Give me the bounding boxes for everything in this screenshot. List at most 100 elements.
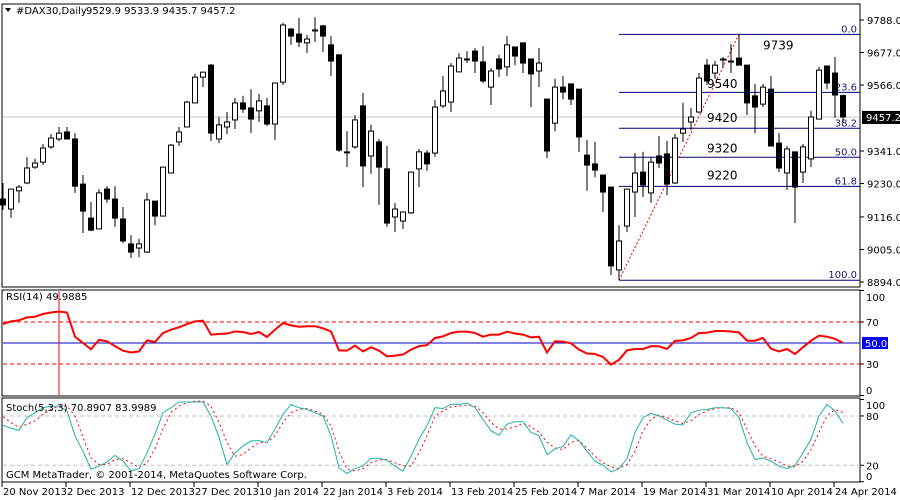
candle-body xyxy=(704,64,710,82)
candle-body xyxy=(776,142,782,169)
candle-body xyxy=(512,46,518,57)
rsi-line xyxy=(2,310,844,366)
candle-body xyxy=(80,183,86,212)
price-tick-label: 9230.0 xyxy=(867,180,900,191)
candle-body xyxy=(744,64,750,104)
candle-body xyxy=(264,105,270,125)
candle xyxy=(360,92,366,188)
date-tick-label: 20 Nov 2013 xyxy=(3,487,67,498)
fib-level-label: 100.0 xyxy=(828,270,857,281)
candle-body xyxy=(320,25,326,37)
candle xyxy=(328,36,334,76)
candle-body xyxy=(640,171,646,186)
candle xyxy=(768,75,774,147)
candle-body xyxy=(208,64,214,134)
fib-level-label: 50.0 xyxy=(835,147,857,158)
candle xyxy=(344,131,350,168)
candle xyxy=(248,89,254,134)
candle-body xyxy=(408,171,414,214)
candle xyxy=(536,48,542,88)
candle-body xyxy=(648,161,654,194)
candle-body xyxy=(184,101,190,128)
candle xyxy=(464,51,470,64)
candle xyxy=(352,114,358,149)
candle-body xyxy=(472,50,478,62)
candle-body xyxy=(416,151,422,170)
candle xyxy=(712,61,718,79)
candle-body xyxy=(840,95,846,118)
current-price-box xyxy=(862,110,900,124)
candle-body xyxy=(200,71,206,78)
candle-body xyxy=(456,57,462,73)
candle-body xyxy=(384,168,390,224)
candle xyxy=(120,206,126,244)
candle xyxy=(256,93,262,122)
price-tick-label: 9566.0 xyxy=(867,81,900,92)
candle xyxy=(520,42,526,74)
rsi-tick-label: 0 xyxy=(866,386,872,397)
stoch-signal-line xyxy=(2,400,844,472)
candle-body xyxy=(240,102,246,110)
date-tick-label: 10 Jan 2014 xyxy=(259,487,319,498)
candle-body xyxy=(672,137,678,184)
candle xyxy=(648,156,654,203)
date-tick-label: 25 Feb 2014 xyxy=(515,487,577,498)
candle xyxy=(288,27,294,45)
rsi-tick-label: 30 xyxy=(866,360,879,371)
candle-body xyxy=(120,218,126,242)
candle xyxy=(472,48,478,74)
candle-body xyxy=(152,200,158,217)
candle-body xyxy=(312,29,318,32)
stoch-tick-label: 0 xyxy=(866,472,872,483)
candle-body xyxy=(552,86,558,124)
candle xyxy=(128,235,134,258)
rsi-layer xyxy=(2,291,860,395)
date-tick-label: 12 Dec 2013 xyxy=(131,487,195,498)
candle-body xyxy=(680,128,686,134)
rsi-title: RSI(14) 49.9885 xyxy=(6,292,87,303)
candle xyxy=(784,146,790,190)
candle xyxy=(704,58,710,86)
candle-body xyxy=(16,186,22,192)
candle xyxy=(400,211,406,229)
candle xyxy=(200,71,206,88)
candle-body xyxy=(64,131,70,140)
candle xyxy=(144,192,150,253)
candle xyxy=(0,182,6,210)
candle xyxy=(232,97,238,130)
candle xyxy=(720,56,726,69)
candle xyxy=(320,24,326,52)
stoch-tick-label: 80 xyxy=(866,412,879,423)
stoch-layer xyxy=(2,400,860,475)
candle xyxy=(416,148,422,188)
stoch-pane[interactable] xyxy=(1,397,861,483)
candle-body xyxy=(368,130,374,157)
candle xyxy=(664,141,670,195)
candle xyxy=(552,78,558,132)
candle-body xyxy=(520,42,526,64)
candle xyxy=(136,238,142,258)
candle-body xyxy=(192,76,198,104)
candle xyxy=(424,150,430,171)
candle-body xyxy=(464,58,470,61)
price-annotation: 9739 xyxy=(763,38,794,52)
stoch-title: Stoch(5,3,3) 70.8907 83.9989 xyxy=(6,403,157,414)
candle xyxy=(512,46,518,66)
candle xyxy=(208,63,214,142)
triangle-down-icon[interactable] xyxy=(5,8,11,12)
candle-body xyxy=(568,83,574,100)
candle xyxy=(832,56,838,118)
candle xyxy=(600,174,606,212)
candle-body xyxy=(224,121,230,128)
rsi-value-box xyxy=(862,337,888,349)
candle xyxy=(432,100,438,157)
candle-body xyxy=(736,57,742,66)
candle xyxy=(488,68,494,105)
candle-body xyxy=(720,58,726,61)
candle-body xyxy=(496,58,502,70)
rsi-tick-label: 70 xyxy=(866,318,879,329)
candle xyxy=(744,64,750,115)
candle xyxy=(8,188,14,218)
candle-body xyxy=(400,211,406,222)
